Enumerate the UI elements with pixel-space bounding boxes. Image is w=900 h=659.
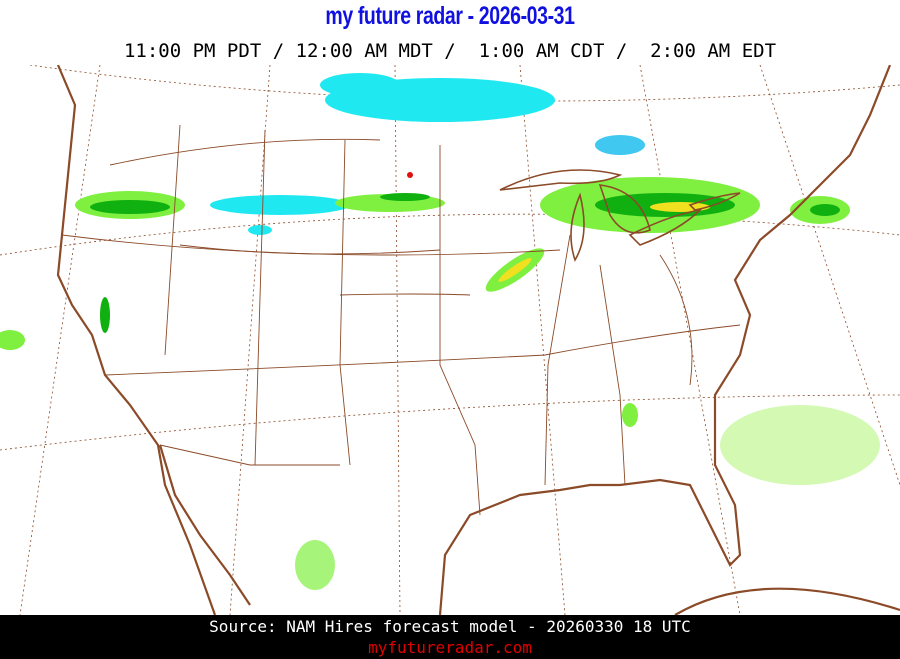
snow-band-montana [210,195,350,215]
lat-lon-grid [0,65,900,615]
great-lakes [499,169,741,262]
source-label: Source: NAM Hires forecast model - 20260… [209,617,691,636]
site-link[interactable]: myfutureradar.com [368,638,532,657]
page-title: my future radar - 2026-03-31 [325,2,575,30]
intense-cell [407,172,413,178]
state-borders [61,124,741,516]
footer: Source: NAM Hires forecast model - 20260… [0,615,900,659]
radar-map [0,65,900,615]
time-zones-label: 11:00 PM PDT / 12:00 AM MDT / 1:00 AM CD… [123,40,777,62]
coastline [56,65,900,615]
precipitation [0,73,880,590]
